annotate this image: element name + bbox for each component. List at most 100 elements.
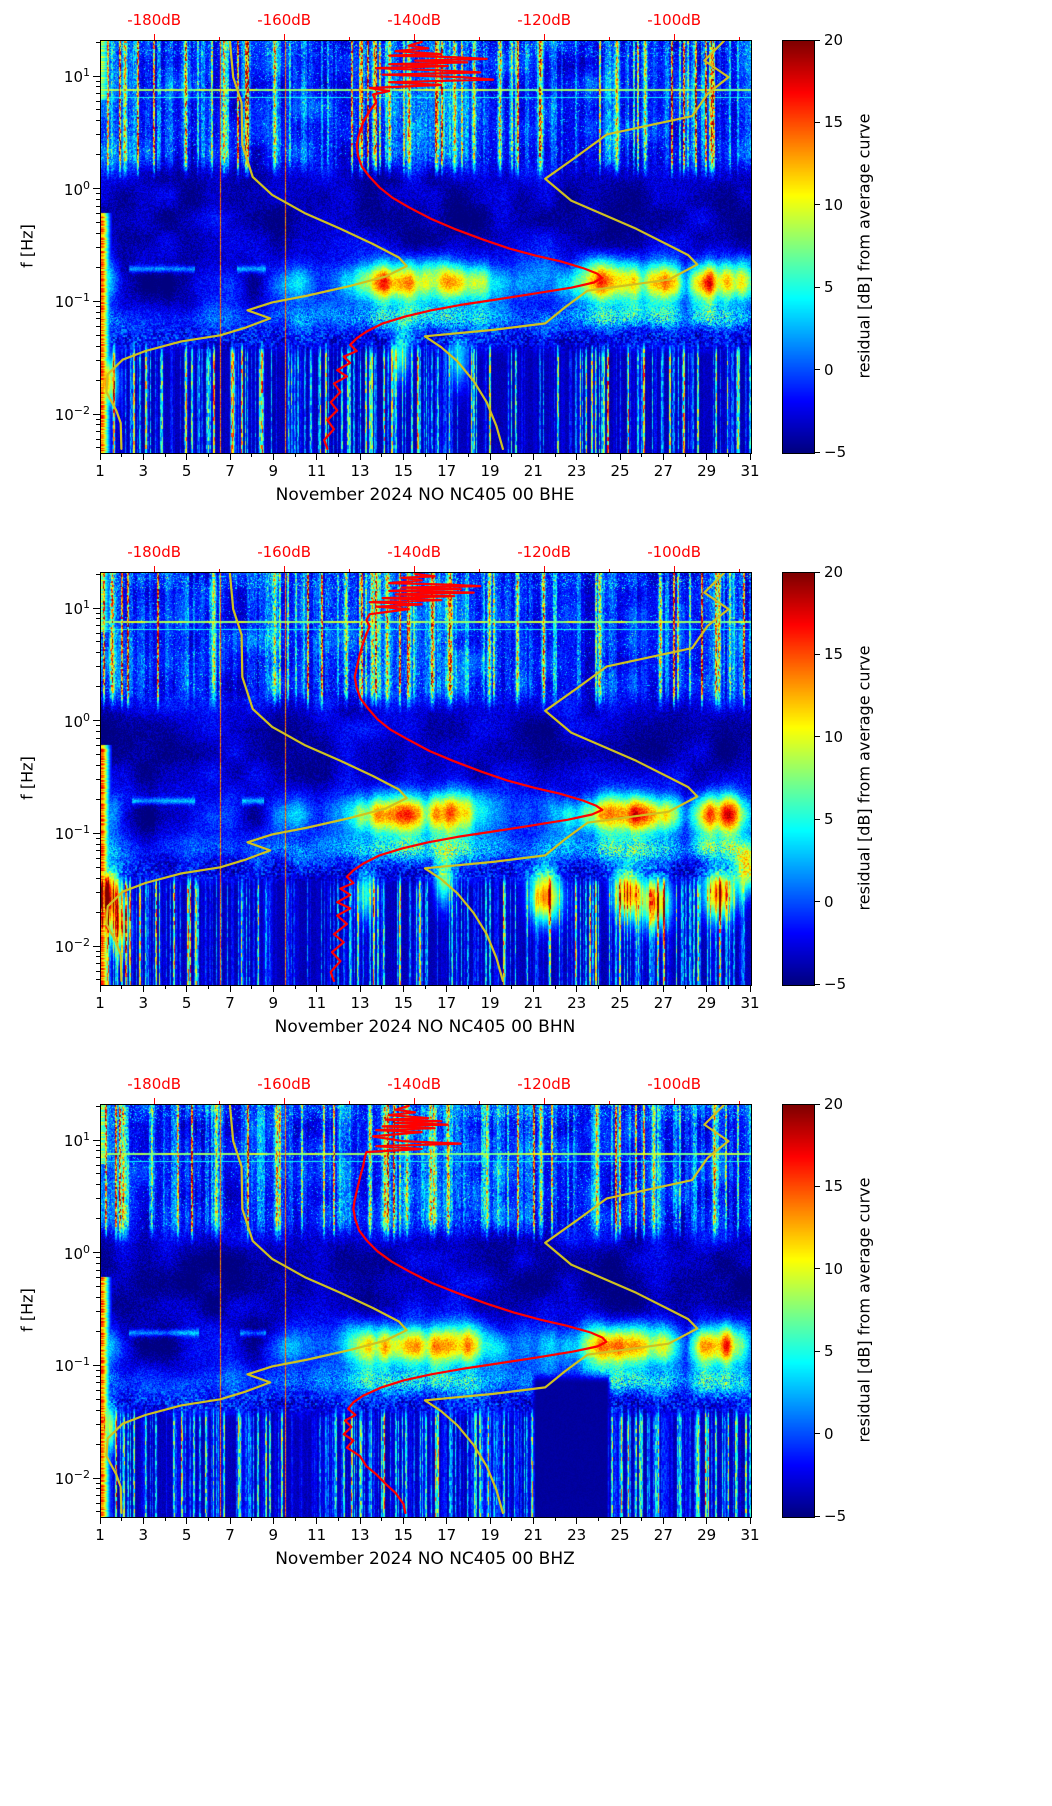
top-axis-minor-tick bbox=[218, 37, 220, 40]
x-tick bbox=[749, 1518, 751, 1524]
x-tick-label: 13 bbox=[350, 994, 370, 1012]
x-tick bbox=[272, 1518, 274, 1524]
colorbar-tick bbox=[815, 1268, 820, 1270]
x-minor-tick bbox=[121, 986, 123, 989]
colorbar-tick bbox=[815, 1433, 820, 1435]
x-tick-label: 15 bbox=[393, 994, 413, 1012]
x-tick-label: 15 bbox=[393, 462, 413, 480]
colorbar-tick bbox=[815, 286, 820, 288]
y-minor-tick bbox=[96, 838, 100, 840]
x-tick bbox=[576, 1518, 578, 1524]
x-tick-label: 1 bbox=[95, 462, 105, 480]
y-minor-tick bbox=[96, 625, 100, 626]
x-axis-label: November 2024 NO NC405 00 BHE bbox=[275, 485, 575, 505]
y-minor-tick bbox=[96, 1398, 100, 1400]
x-tick-label: 9 bbox=[268, 462, 279, 480]
x-minor-tick bbox=[467, 1518, 469, 1521]
y-minor-tick bbox=[96, 311, 100, 313]
x-tick bbox=[662, 986, 664, 992]
y-minor-tick bbox=[96, 1494, 100, 1496]
y-minor-tick bbox=[96, 652, 100, 654]
x-tick bbox=[402, 1518, 404, 1524]
y-minor-tick bbox=[96, 1375, 100, 1377]
y-minor-tick bbox=[96, 318, 100, 320]
colorbar-tick-label: 10 bbox=[824, 727, 844, 746]
y-minor-tick bbox=[96, 193, 100, 195]
top-axis-tick bbox=[413, 1098, 415, 1104]
x-tick-label: 11 bbox=[307, 462, 327, 480]
x-minor-tick bbox=[121, 1518, 123, 1521]
x-tick bbox=[99, 1518, 101, 1524]
y-minor-tick bbox=[96, 1389, 100, 1391]
y-minor-tick bbox=[96, 1157, 100, 1158]
top-axis-minor-tick bbox=[478, 569, 480, 572]
top-axis-tick-label: -120dB bbox=[517, 543, 572, 561]
x-tick-label: 9 bbox=[268, 1526, 279, 1544]
top-axis-minor-tick bbox=[608, 37, 610, 40]
y-minor-tick bbox=[96, 1144, 100, 1146]
x-tick bbox=[316, 986, 318, 992]
x-tick-label: 29 bbox=[697, 994, 717, 1012]
top-axis-tick-label: -160dB bbox=[257, 543, 312, 561]
colorbar-tick-label: 15 bbox=[824, 113, 844, 132]
spectrogram-plot-bhn bbox=[100, 572, 752, 986]
x-minor-tick bbox=[641, 986, 643, 989]
x-tick-label: 7 bbox=[225, 1526, 235, 1544]
x-tick bbox=[359, 1518, 361, 1524]
x-tick-label: 3 bbox=[138, 994, 149, 1012]
x-minor-tick bbox=[424, 454, 426, 457]
x-tick-label: 29 bbox=[697, 462, 717, 480]
y-tick-label: 10−2 bbox=[54, 1468, 90, 1488]
x-tick-label: 5 bbox=[181, 462, 192, 480]
top-axis-tick-label: -160dB bbox=[257, 1075, 312, 1093]
x-minor-tick bbox=[424, 986, 426, 989]
top-axis-tick-label: -160dB bbox=[257, 11, 312, 29]
x-tick bbox=[489, 1518, 491, 1524]
y-minor-tick bbox=[96, 1382, 100, 1384]
y-minor-tick bbox=[96, 1269, 100, 1271]
x-minor-tick bbox=[727, 454, 729, 457]
x-minor-tick bbox=[121, 454, 123, 457]
x-tick-label: 3 bbox=[138, 462, 149, 480]
top-axis-minor-tick bbox=[348, 1101, 350, 1104]
x-tick-label: 1 bbox=[95, 1526, 105, 1544]
top-axis-tick-label: -140dB bbox=[387, 1075, 442, 1093]
y-minor-tick bbox=[96, 612, 100, 614]
x-tick bbox=[576, 986, 578, 992]
x-tick-label: 11 bbox=[307, 1526, 327, 1544]
y-minor-tick bbox=[96, 233, 100, 235]
y-minor-tick bbox=[96, 891, 100, 893]
spectrogram-heatmap bbox=[101, 1105, 751, 1517]
x-minor-tick bbox=[467, 454, 469, 457]
y-minor-tick bbox=[96, 956, 100, 958]
x-tick bbox=[142, 1518, 144, 1524]
top-axis-minor-tick bbox=[738, 37, 740, 40]
x-tick bbox=[749, 986, 751, 992]
y-minor-tick bbox=[96, 345, 100, 347]
top-axis-tick bbox=[283, 34, 285, 40]
x-minor-tick bbox=[381, 1518, 383, 1521]
y-axis-label: f [Hz] bbox=[17, 756, 37, 800]
colorbar-tick bbox=[815, 121, 820, 123]
y-tick-label: 101 bbox=[63, 598, 90, 619]
colorbar-tick bbox=[815, 39, 820, 41]
x-axis-label: November 2024 NO NC405 00 BHZ bbox=[275, 1549, 575, 1569]
colorbar-tick-label: 5 bbox=[824, 1342, 834, 1361]
y-minor-tick bbox=[96, 877, 100, 879]
spectrogram-panel-bhn: f [Hz] November 2024 NO NC405 00 BHN res… bbox=[0, 532, 1052, 1064]
x-minor-tick bbox=[597, 986, 599, 989]
y-minor-tick bbox=[96, 1277, 100, 1279]
colorbar-tick bbox=[815, 1185, 820, 1187]
y-tick-label: 101 bbox=[63, 66, 90, 87]
x-minor-tick bbox=[207, 986, 209, 989]
y-minor-tick bbox=[96, 424, 100, 426]
y-tick bbox=[93, 1252, 100, 1254]
x-minor-tick bbox=[511, 454, 513, 457]
top-axis-tick bbox=[153, 34, 155, 40]
top-axis-minor-tick bbox=[738, 1101, 740, 1104]
x-tick-label: 25 bbox=[610, 1526, 630, 1544]
top-axis-tick bbox=[283, 1098, 285, 1104]
y-minor-tick bbox=[96, 100, 100, 102]
y-tick bbox=[93, 188, 100, 190]
y-minor-tick bbox=[96, 779, 100, 781]
